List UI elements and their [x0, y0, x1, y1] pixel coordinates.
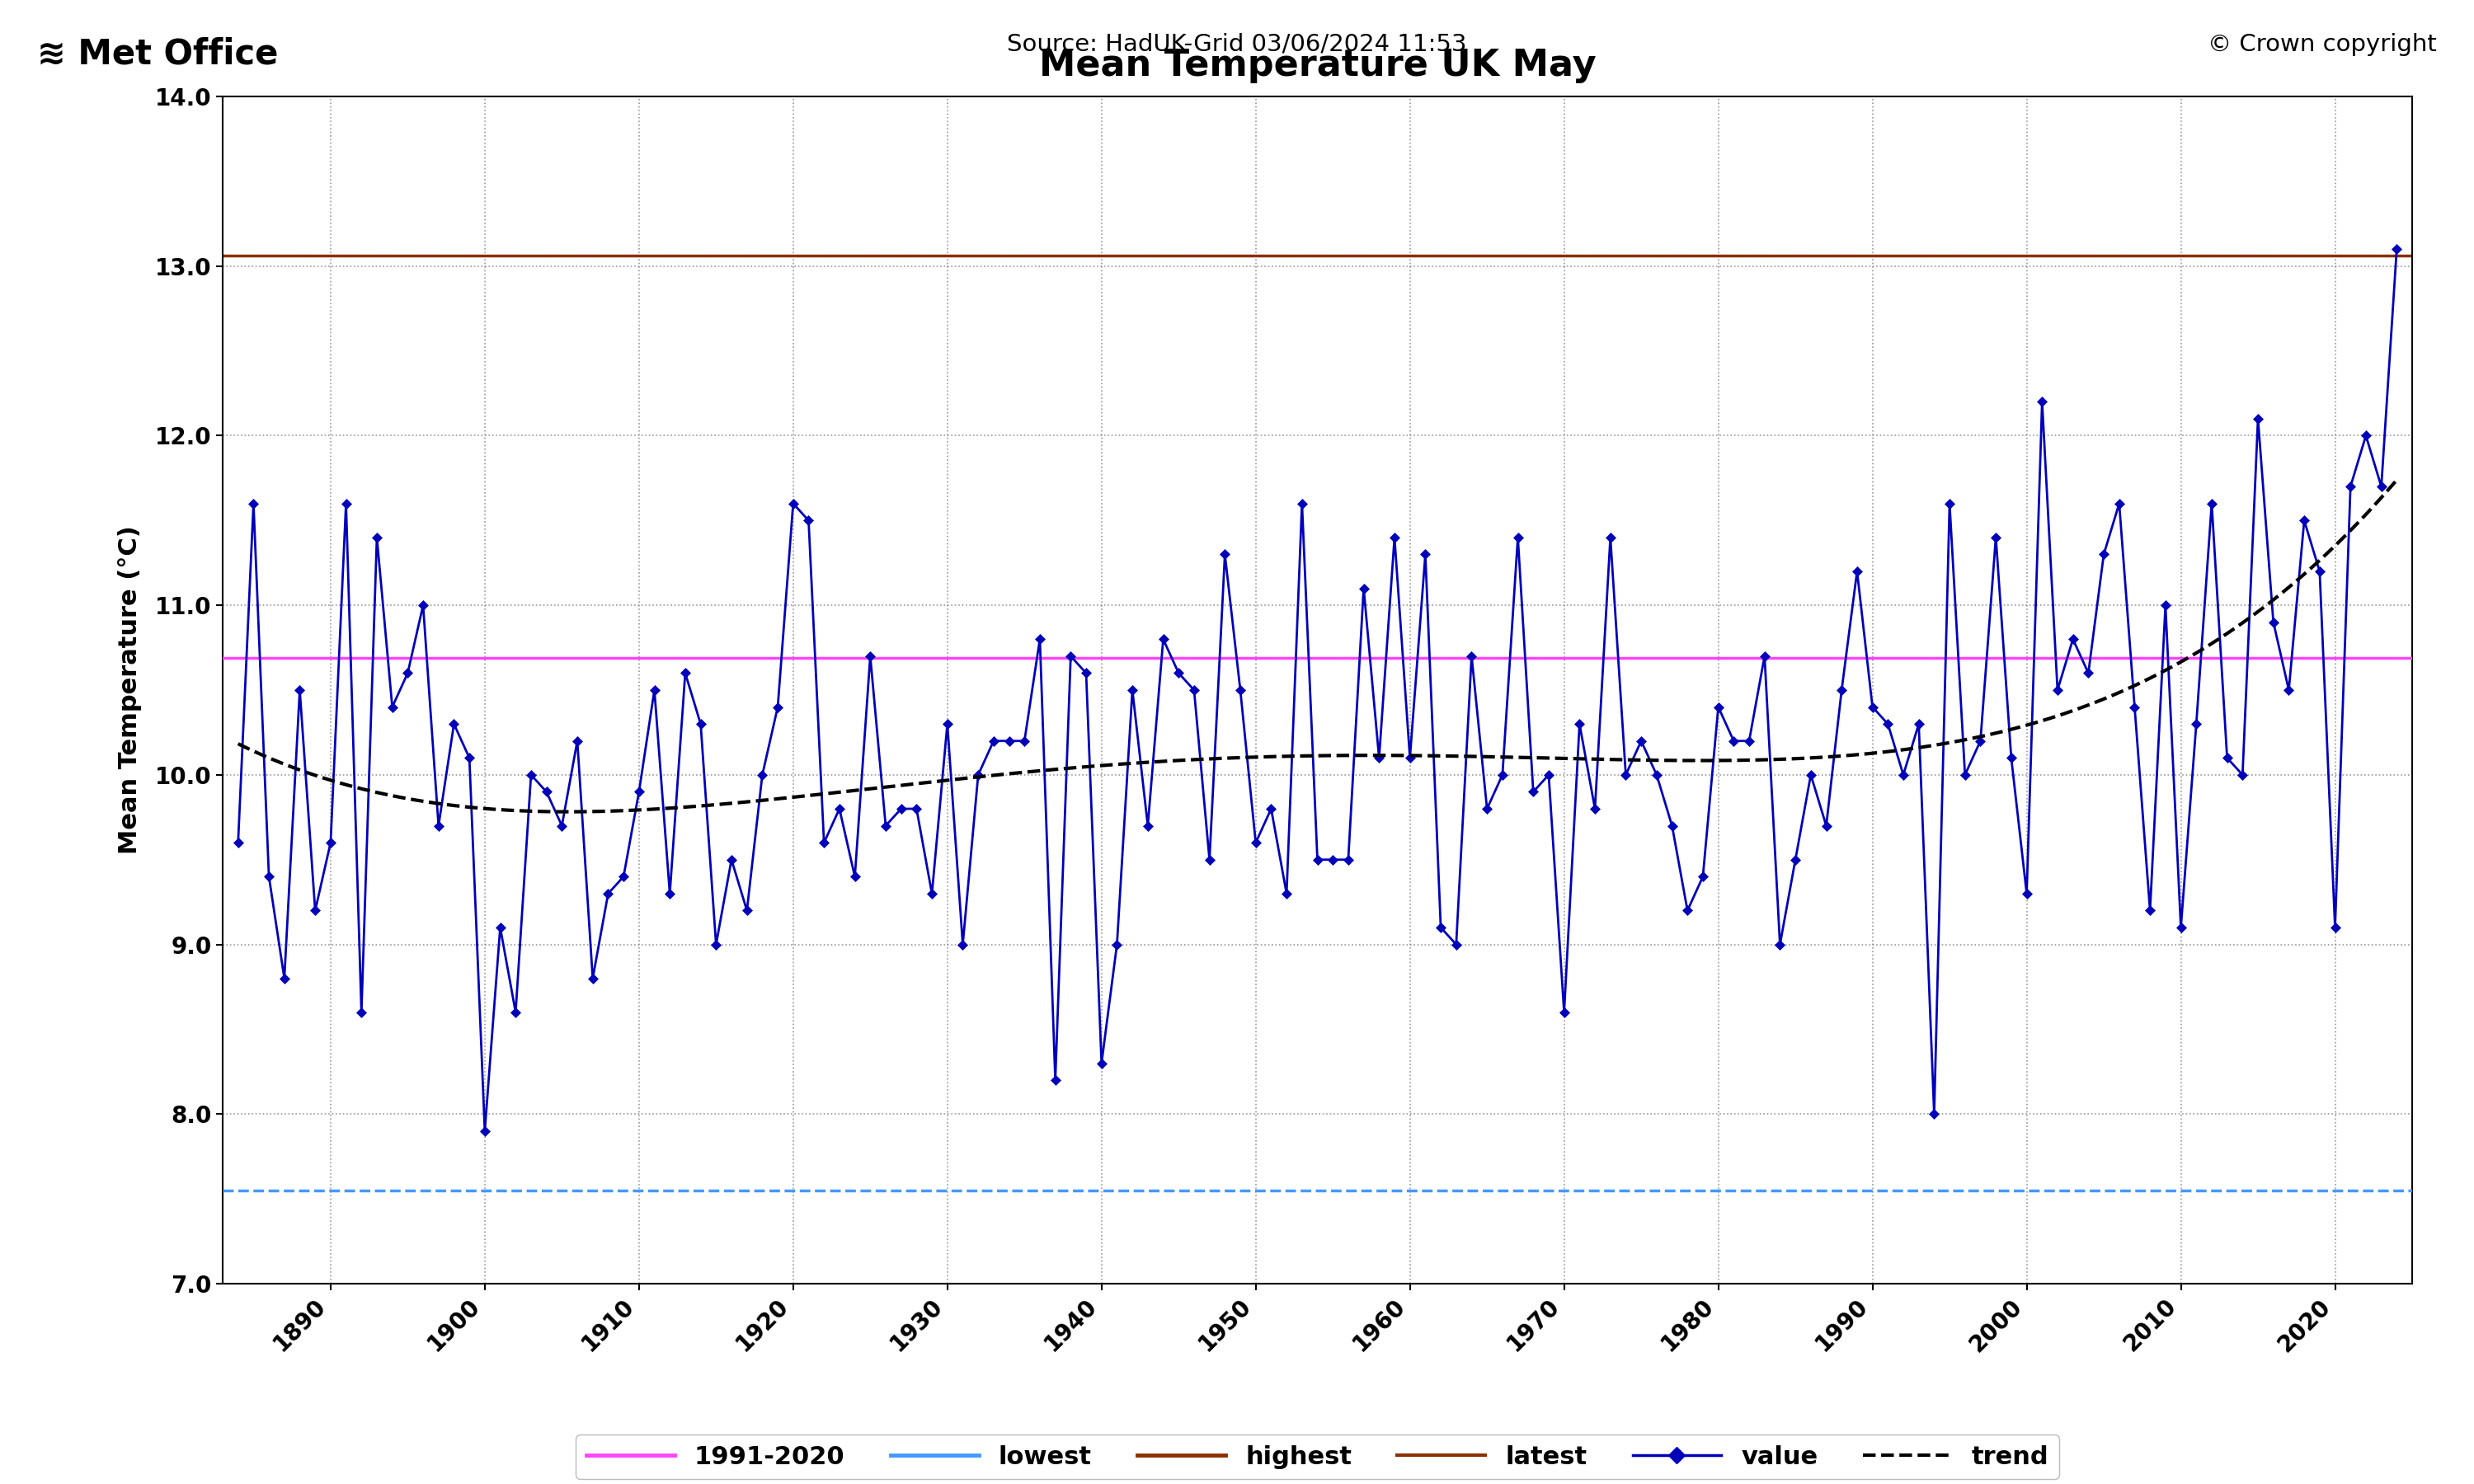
trend: [1395, 746, 1425, 764]
value: [2288, 512, 2318, 530]
trend: [552, 803, 581, 821]
value: [2120, 697, 2150, 715]
value: [2382, 240, 2412, 258]
Line: trend: trend: [238, 479, 2397, 812]
value: [470, 1122, 500, 1140]
trend: [1267, 748, 1296, 766]
Title: Mean Temperature UK May: Mean Temperature UK May: [1039, 47, 1596, 83]
value: [948, 935, 977, 953]
trend: [1512, 748, 1541, 766]
Y-axis label: Mean Temperature (°C): Mean Temperature (°C): [119, 525, 141, 855]
Text: © Crown copyright: © Crown copyright: [2207, 33, 2437, 56]
value: [346, 1003, 376, 1021]
Line: value: value: [235, 246, 2400, 1134]
trend: [2382, 470, 2412, 488]
value: [2073, 665, 2103, 683]
trend: [223, 735, 252, 752]
trend: [1252, 748, 1282, 766]
Text: Source: HadUK-Grid 03/06/2024 11:53: Source: HadUK-Grid 03/06/2024 11:53: [1007, 33, 1467, 56]
value: [223, 834, 252, 852]
Text: ≋ Met Office: ≋ Met Office: [37, 37, 277, 71]
value: [238, 494, 267, 512]
trend: [1997, 720, 2026, 738]
Legend: 1991-2020, lowest, highest, latest, value, trend: 1991-2020, lowest, highest, latest, valu…: [576, 1435, 2058, 1480]
trend: [2335, 522, 2365, 540]
